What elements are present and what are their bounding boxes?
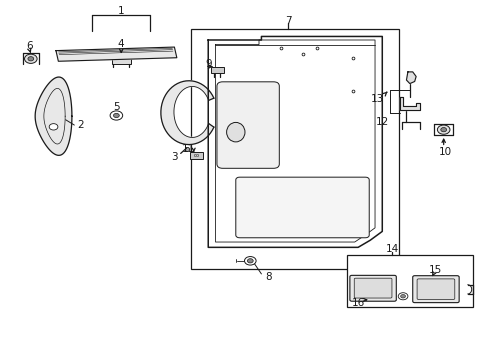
Circle shape	[28, 57, 34, 61]
Circle shape	[397, 293, 407, 300]
Bar	[346, 255, 472, 307]
Circle shape	[436, 125, 449, 134]
Text: 2: 2	[77, 120, 83, 130]
Polygon shape	[406, 72, 415, 84]
Polygon shape	[161, 81, 213, 145]
Text: 14: 14	[385, 244, 398, 254]
Text: 6: 6	[26, 41, 33, 51]
FancyBboxPatch shape	[111, 57, 131, 64]
Text: 7: 7	[284, 15, 291, 26]
Polygon shape	[56, 47, 177, 61]
Text: 11: 11	[182, 144, 195, 154]
Text: 15: 15	[428, 265, 441, 275]
FancyBboxPatch shape	[412, 276, 458, 303]
Text: 1: 1	[118, 5, 124, 15]
Text: 13: 13	[370, 94, 383, 104]
Text: 8: 8	[265, 273, 271, 283]
Text: 12: 12	[375, 117, 388, 126]
Text: 3: 3	[171, 152, 177, 162]
Polygon shape	[35, 77, 72, 156]
Circle shape	[247, 259, 253, 263]
Text: 5: 5	[113, 102, 120, 112]
Ellipse shape	[226, 122, 244, 142]
FancyBboxPatch shape	[349, 275, 395, 301]
Text: 9: 9	[204, 59, 211, 69]
Circle shape	[244, 257, 256, 265]
Circle shape	[440, 127, 446, 132]
Text: 16: 16	[351, 298, 364, 309]
FancyBboxPatch shape	[210, 67, 224, 73]
Circle shape	[110, 111, 122, 120]
FancyBboxPatch shape	[416, 279, 454, 300]
Bar	[191, 30, 398, 269]
Circle shape	[49, 123, 58, 130]
Circle shape	[24, 54, 37, 63]
FancyBboxPatch shape	[353, 278, 391, 298]
FancyBboxPatch shape	[190, 152, 203, 159]
Text: 10: 10	[438, 147, 451, 157]
Text: oo: oo	[193, 153, 199, 158]
FancyBboxPatch shape	[217, 82, 279, 168]
FancyBboxPatch shape	[235, 177, 368, 238]
Polygon shape	[399, 97, 419, 110]
Circle shape	[113, 113, 119, 118]
Circle shape	[400, 294, 405, 298]
Text: 4: 4	[118, 39, 124, 49]
